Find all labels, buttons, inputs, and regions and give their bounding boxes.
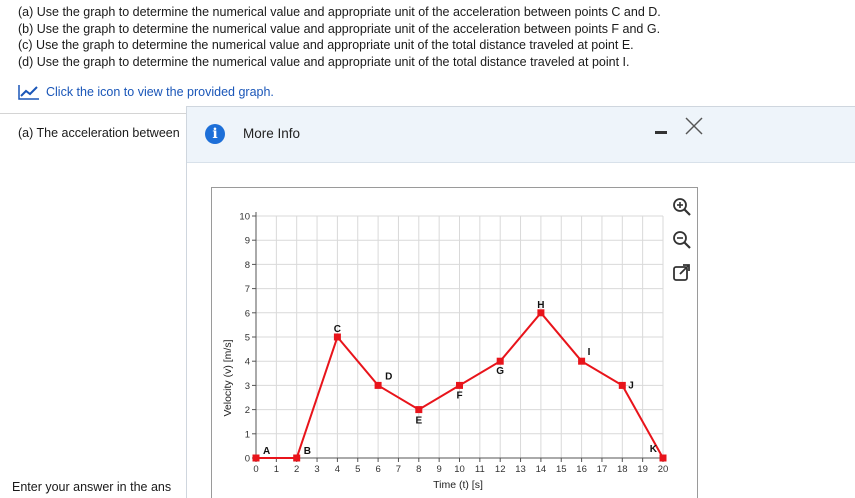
point-label-b: B [304,446,311,457]
x-tick-label: 9 [437,464,442,475]
y-tick-label: 1 [245,429,250,440]
x-tick-label: 1 [274,464,279,475]
minimize-button[interactable] [652,117,672,137]
line-chart-icon[interactable] [18,84,40,100]
info-icon: i [205,124,225,144]
x-tick-label: 20 [658,464,669,475]
part-a-prompt: (a) The acceleration between [18,126,180,140]
dialog-title: More Info [243,126,301,141]
graph-frame: 0 1 2 3 4 5 6 7 8 9 10 11 12 13 14 15 16 17 18 19 20 0 1 2 3 4 5 6 7… [211,187,698,498]
zoom-in-icon[interactable] [671,196,693,218]
x-tick-label: 4 [335,464,340,475]
answer-instructions: Enter your answer in the ans [12,480,172,494]
question-a: (a) Use the graph to determine the numer… [18,5,661,19]
data-point [415,406,423,414]
point-label-a: A [263,446,270,457]
y-tick-label: 0 [245,454,250,465]
y-tick-label: 10 [239,212,250,223]
point-label-h: H [537,300,544,311]
y-tick-label: 2 [245,405,250,416]
question-list: (a) Use the graph to determine the numer… [18,4,848,70]
y-tick-label: 7 [245,284,250,295]
point-label-c: C [334,324,341,335]
x-tick-label: 10 [454,464,465,475]
open-external-icon[interactable] [671,262,693,284]
x-tick-label: 6 [375,464,380,475]
y-tick-label: 9 [245,236,250,247]
axes: 0 1 2 3 4 5 6 7 8 9 10 11 12 13 14 15 16 17 18 19 2001234567… [239,212,668,476]
data-point [293,454,301,462]
y-tick-label: 5 [245,333,250,344]
data-point [252,454,260,462]
x-tick-label: 16 [576,464,587,475]
x-tick-label: 3 [314,464,319,475]
point-label-g: G [496,366,504,377]
x-tick-label: 11 [475,464,485,475]
dialog-header: i More Info [187,107,855,163]
x-axis-label: Time (t) [s] [433,479,483,491]
question-b: (b) Use the graph to determine the numer… [18,21,661,36]
series: A B C D E F G H I J K [252,300,667,462]
point-label-f: F [456,390,462,401]
zoom-out-icon[interactable] [671,229,693,251]
x-tick-label: 17 [597,464,608,475]
x-tick-label: 2 [294,464,299,475]
data-point [659,454,667,462]
y-tick-label: 8 [245,260,250,271]
x-tick-label: 8 [416,464,421,475]
point-label-e: E [415,416,422,427]
data-point [333,333,341,341]
question-d: (d) Use the graph to determine the numer… [18,54,630,69]
point-label-j: J [628,380,634,391]
minimize-icon [655,131,667,134]
data-point [578,357,586,365]
data-point [456,381,463,389]
y-tick-label: 4 [245,357,250,368]
data-point [537,309,545,317]
x-tick-label: 13 [515,464,526,475]
x-tick-label: 7 [396,464,401,475]
grid [255,215,664,459]
data-point [618,381,626,389]
y-tick-label: 3 [245,381,250,392]
close-icon[interactable] [683,115,705,137]
velocity-time-chart: 0 1 2 3 4 5 6 7 8 9 10 11 12 13 14 15 16 17 18 19 2001234567… [222,212,668,492]
x-tick-label: 15 [556,464,567,475]
data-point [496,357,504,365]
x-tick-label: 18 [617,464,628,475]
point-label-d: D [385,371,392,382]
more-info-dialog: i More Info 0 1 2 3 4 5 6 7 8 9 10 11 12 13 14 15 16 17 18… [186,106,855,498]
point-label-k: K [650,444,658,455]
x-tick-label: 0 [253,464,258,475]
data-point [374,381,382,389]
point-label-i: I [588,347,591,358]
y-tick-label: 6 [245,308,250,319]
x-tick-label: 19 [637,464,648,475]
y-axis-label: Velocity (v) [m/s] [222,339,234,416]
view-graph-link-label[interactable]: Click the icon to view the provided grap… [46,85,274,99]
x-tick-label: 14 [536,464,547,475]
view-graph-link[interactable]: Click the icon to view the provided grap… [18,84,274,100]
x-tick-label: 12 [495,464,506,475]
question-c: (c) Use the graph to determine the numer… [18,38,634,52]
x-tick-label: 5 [355,464,360,475]
